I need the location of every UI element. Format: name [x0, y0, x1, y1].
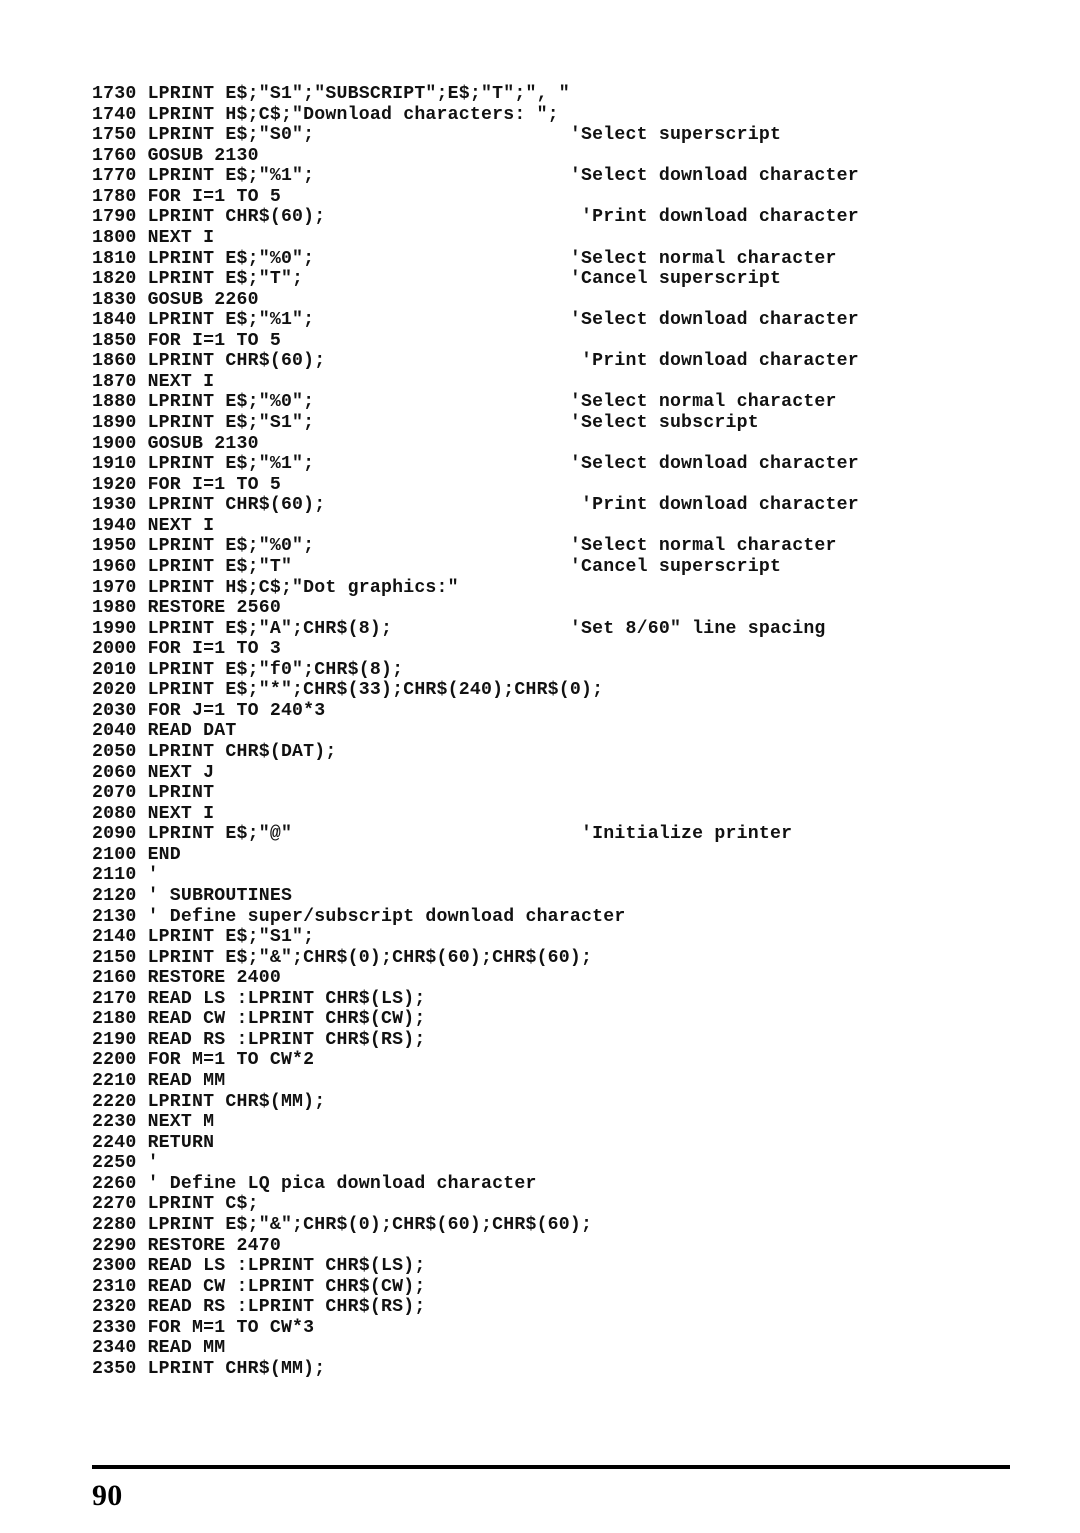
code-line: 2280 LPRINT E$;"&";CHR$(0);CHR$(60);CHR$…	[92, 1215, 1010, 1236]
code-line: 2140 LPRINT E$;"S1";	[92, 927, 1010, 948]
code-line: 2330 FOR M=1 TO CW*3	[92, 1318, 1010, 1339]
code-line: 1980 RESTORE 2560	[92, 598, 1010, 619]
code-line: 1770 LPRINT E$;"%1"; 'Select download ch…	[92, 166, 1010, 187]
code-line: 2190 READ RS :LPRINT CHR$(RS);	[92, 1030, 1010, 1051]
code-line: 2060 NEXT J	[92, 763, 1010, 784]
code-line: 1910 LPRINT E$;"%1"; 'Select download ch…	[92, 454, 1010, 475]
code-line: 1960 LPRINT E$;"T" 'Cancel superscript	[92, 557, 1010, 578]
code-line: 1900 GOSUB 2130	[92, 434, 1010, 455]
code-line: 1830 GOSUB 2260	[92, 290, 1010, 311]
code-line: 1810 LPRINT E$;"%0"; 'Select normal char…	[92, 249, 1010, 270]
code-line: 2040 READ DAT	[92, 721, 1010, 742]
footer-rule	[92, 1465, 1010, 1469]
code-line: 2290 RESTORE 2470	[92, 1236, 1010, 1257]
code-line: 2270 LPRINT C$;	[92, 1194, 1010, 1215]
code-line: 2150 LPRINT E$;"&";CHR$(0);CHR$(60);CHR$…	[92, 948, 1010, 969]
code-line: 2320 READ RS :LPRINT CHR$(RS);	[92, 1297, 1010, 1318]
code-line: 2090 LPRINT E$;"@" 'Initialize printer	[92, 824, 1010, 845]
code-line: 2100 END	[92, 845, 1010, 866]
code-line: 1780 FOR I=1 TO 5	[92, 187, 1010, 208]
code-line: 2110 '	[92, 865, 1010, 886]
code-line: 1820 LPRINT E$;"T"; 'Cancel superscript	[92, 269, 1010, 290]
code-line: 1870 NEXT I	[92, 372, 1010, 393]
code-line: 2080 NEXT I	[92, 804, 1010, 825]
code-line: 2210 READ MM	[92, 1071, 1010, 1092]
code-line: 2050 LPRINT CHR$(DAT);	[92, 742, 1010, 763]
code-line: 2340 READ MM	[92, 1338, 1010, 1359]
code-line: 1790 LPRINT CHR$(60); 'Print download ch…	[92, 207, 1010, 228]
code-line: 1760 GOSUB 2130	[92, 146, 1010, 167]
code-line: 2300 READ LS :LPRINT CHR$(LS);	[92, 1256, 1010, 1277]
code-line: 2160 RESTORE 2400	[92, 968, 1010, 989]
code-line: 2310 READ CW :LPRINT CHR$(CW);	[92, 1277, 1010, 1298]
code-line: 1730 LPRINT E$;"S1";"SUBSCRIPT";E$;"T";"…	[92, 84, 1010, 105]
code-line: 2000 FOR I=1 TO 3	[92, 639, 1010, 660]
page-number: 90	[92, 1479, 122, 1513]
code-line: 1750 LPRINT E$;"S0"; 'Select superscript	[92, 125, 1010, 146]
code-line: 1850 FOR I=1 TO 5	[92, 331, 1010, 352]
code-line: 1990 LPRINT E$;"A";CHR$(8); 'Set 8/60" l…	[92, 619, 1010, 640]
code-line: 2030 FOR J=1 TO 240*3	[92, 701, 1010, 722]
code-line: 2250 '	[92, 1153, 1010, 1174]
code-listing: 1730 LPRINT E$;"S1";"SUBSCRIPT";E$;"T";"…	[92, 84, 1010, 1379]
code-line: 2220 LPRINT CHR$(MM);	[92, 1092, 1010, 1113]
code-line: 1860 LPRINT CHR$(60); 'Print download ch…	[92, 351, 1010, 372]
code-line: 1890 LPRINT E$;"S1"; 'Select subscript	[92, 413, 1010, 434]
code-line: 2240 RETURN	[92, 1133, 1010, 1154]
code-line: 2010 LPRINT E$;"f0";CHR$(8);	[92, 660, 1010, 681]
code-line: 2230 NEXT M	[92, 1112, 1010, 1133]
code-line: 1740 LPRINT H$;C$;"Download characters: …	[92, 105, 1010, 126]
code-line: 2350 LPRINT CHR$(MM);	[92, 1359, 1010, 1380]
code-line: 1880 LPRINT E$;"%0"; 'Select normal char…	[92, 392, 1010, 413]
code-line: 2180 READ CW :LPRINT CHR$(CW);	[92, 1009, 1010, 1030]
code-line: 2130 ' Define super/subscript download c…	[92, 907, 1010, 928]
code-line: 1950 LPRINT E$;"%0"; 'Select normal char…	[92, 536, 1010, 557]
code-line: 2170 READ LS :LPRINT CHR$(LS);	[92, 989, 1010, 1010]
code-line: 1840 LPRINT E$;"%1"; 'Select download ch…	[92, 310, 1010, 331]
code-line: 2200 FOR M=1 TO CW*2	[92, 1050, 1010, 1071]
code-line: 1920 FOR I=1 TO 5	[92, 475, 1010, 496]
code-line: 2070 LPRINT	[92, 783, 1010, 804]
code-line: 2120 ' SUBROUTINES	[92, 886, 1010, 907]
code-line: 1970 LPRINT H$;C$;"Dot graphics:"	[92, 578, 1010, 599]
code-line: 2020 LPRINT E$;"*";CHR$(33);CHR$(240);CH…	[92, 680, 1010, 701]
code-line: 1930 LPRINT CHR$(60); 'Print download ch…	[92, 495, 1010, 516]
code-line: 1940 NEXT I	[92, 516, 1010, 537]
code-line: 2260 ' Define LQ pica download character	[92, 1174, 1010, 1195]
code-line: 1800 NEXT I	[92, 228, 1010, 249]
document-page: 1730 LPRINT E$;"S1";"SUBSCRIPT";E$;"T";"…	[0, 0, 1080, 1533]
